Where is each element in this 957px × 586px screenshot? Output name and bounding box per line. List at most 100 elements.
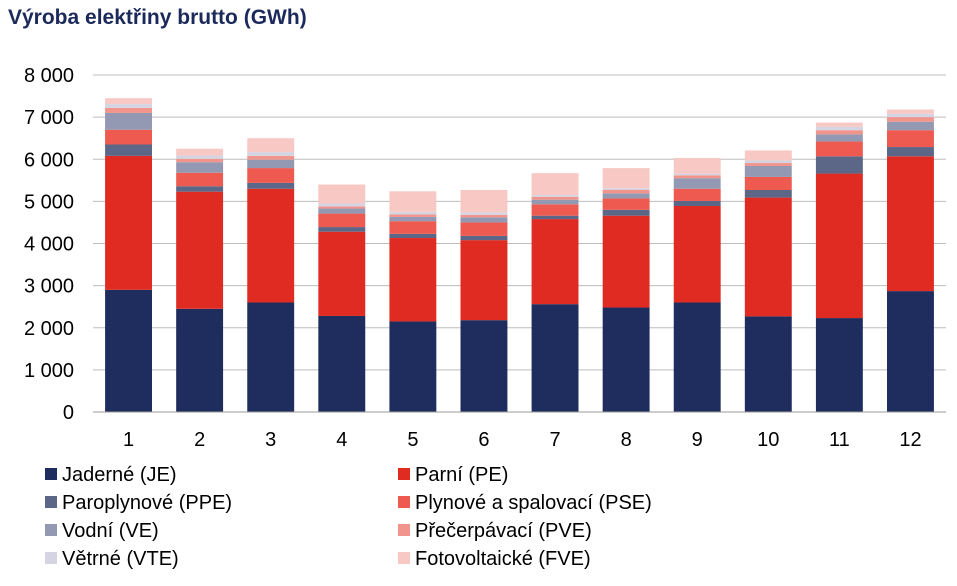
bar-segment <box>744 316 792 412</box>
bar-stack <box>176 148 224 412</box>
bar-segment <box>744 165 792 177</box>
legend-label: Parní (PE) <box>415 464 508 486</box>
bar-segment <box>389 214 437 217</box>
bar-stack <box>247 138 295 412</box>
bar-segment <box>389 233 437 239</box>
legend-label: Jaderné (JE) <box>62 464 177 486</box>
legend-swatch <box>45 552 57 564</box>
legend-swatch <box>45 524 57 536</box>
legend-item: Parní (PE) <box>398 464 508 486</box>
bar-segment <box>531 173 579 196</box>
bar-segment <box>389 221 437 234</box>
bar-segment <box>176 162 224 173</box>
x-tick-label: 9 <box>692 429 703 451</box>
bar-segment <box>744 160 792 164</box>
bar-segment <box>531 219 579 305</box>
bar-segment <box>815 318 863 412</box>
bar-stack <box>105 98 152 412</box>
y-tick-label: 7 000 <box>24 107 74 129</box>
bar-segment <box>815 141 863 157</box>
bar-segment <box>673 188 721 201</box>
bar-segment <box>176 308 224 412</box>
bar-stack <box>389 191 437 412</box>
bar-stack <box>673 157 721 412</box>
bar-segment <box>887 113 934 118</box>
legend-item: Fotovoltaické (FVE) <box>398 548 591 570</box>
x-tick-label: 4 <box>336 429 347 451</box>
bar-segment <box>105 112 152 130</box>
bar-segment <box>389 216 437 222</box>
legend-label: Plynové a spalovací (PSE) <box>415 492 652 514</box>
legend-label: Fotovoltaické (FVE) <box>415 548 591 570</box>
y-tick-label: 2 000 <box>24 318 74 340</box>
bar-segment <box>673 178 721 189</box>
bar-segment <box>460 240 508 321</box>
bar-segment <box>105 289 152 412</box>
bar-segment <box>815 122 863 127</box>
bar-segment <box>602 193 650 199</box>
bar-segment <box>318 203 366 207</box>
legend-swatch <box>398 524 410 536</box>
bar-segment <box>744 163 792 166</box>
bar-segment <box>887 121 934 131</box>
legend-swatch <box>398 552 410 564</box>
legend-item: Paroplynové (PPE) <box>45 492 232 514</box>
legend-item: Plynové a spalovací (PSE) <box>398 492 652 514</box>
bar-segment <box>460 320 508 412</box>
y-tick-label: 3 000 <box>24 276 74 298</box>
legend-swatch <box>45 468 57 480</box>
bar-segment <box>887 156 934 292</box>
bar-segment <box>602 215 650 308</box>
bar-segment <box>247 138 295 153</box>
bar-segment <box>176 172 224 187</box>
bar-segment <box>673 206 721 303</box>
bar-segment <box>460 212 508 215</box>
bar-segment <box>389 211 437 215</box>
axes: 0 1 000 2 000 3 000 4 000 5 000 6 000 7 000 8 00… <box>24 65 946 451</box>
bar-segment <box>105 129 152 145</box>
legend-swatch <box>398 468 410 480</box>
bar-segment <box>673 302 721 412</box>
bar-stack <box>815 122 863 412</box>
bar-segment <box>602 209 650 216</box>
chart-title: Výroba elektřiny brutto (GWh) <box>8 6 307 29</box>
bar-segment <box>531 195 579 197</box>
bar-segment <box>105 155 152 290</box>
bar-segment <box>105 144 152 156</box>
y-tick-label: 8 000 <box>24 65 74 87</box>
bar-segment <box>460 222 508 236</box>
bar-segment <box>318 231 366 316</box>
bar-segment <box>318 206 366 209</box>
legend-label: Přečerpávací (PVE) <box>415 520 592 542</box>
bar-segment <box>460 190 508 213</box>
bar-segment <box>602 190 650 194</box>
bar-segment <box>105 104 152 108</box>
bar-stack <box>318 184 366 412</box>
legend-item: Větrné (VTE) <box>45 548 179 570</box>
y-tick-label: 6 000 <box>24 149 74 171</box>
bar-segment <box>744 190 792 198</box>
bar-segment <box>318 208 366 214</box>
bar-segment <box>531 196 579 200</box>
legend-swatch <box>45 496 57 508</box>
x-tick-label: 3 <box>265 429 276 451</box>
bar-segment <box>247 302 295 412</box>
bar-segment <box>815 173 863 319</box>
bar-segment <box>247 159 295 169</box>
bar-segment <box>531 215 579 220</box>
bar-segment <box>247 182 295 189</box>
bar-segment <box>460 235 508 241</box>
y-tick-label: 4 000 <box>24 234 74 256</box>
bar-segment <box>176 158 224 163</box>
x-tick-label: 5 <box>407 429 418 451</box>
legend-item: Přečerpávací (PVE) <box>398 520 592 542</box>
bar-stack <box>531 173 579 412</box>
bar-stack <box>744 150 792 412</box>
y-tick-label: 0 <box>63 402 74 424</box>
bar-stack <box>460 190 508 412</box>
bar-segment <box>673 175 721 179</box>
bar-segment <box>744 176 792 191</box>
bar-segment <box>815 134 863 142</box>
bar-segment <box>318 213 366 228</box>
